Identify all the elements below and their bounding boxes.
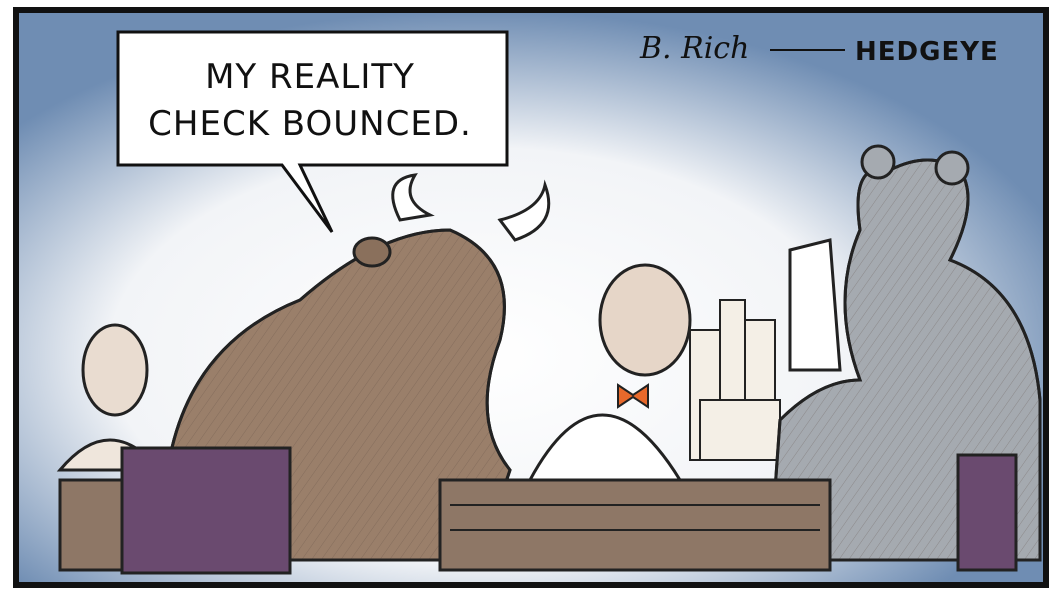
bubble-line: CHECK BOUNCED. — [148, 104, 472, 144]
page: {"speech_bubble": {"lines": ["MY REALITY… — [0, 0, 1051, 593]
brand: HEDGEYE — [855, 37, 999, 67]
cartoon: MY REALITY CHECK BOUNCED. B. Rich HEDGEY… — [0, 0, 1051, 593]
signature: B. Rich — [639, 31, 749, 66]
bubble-line: MY REALITY — [205, 57, 415, 97]
